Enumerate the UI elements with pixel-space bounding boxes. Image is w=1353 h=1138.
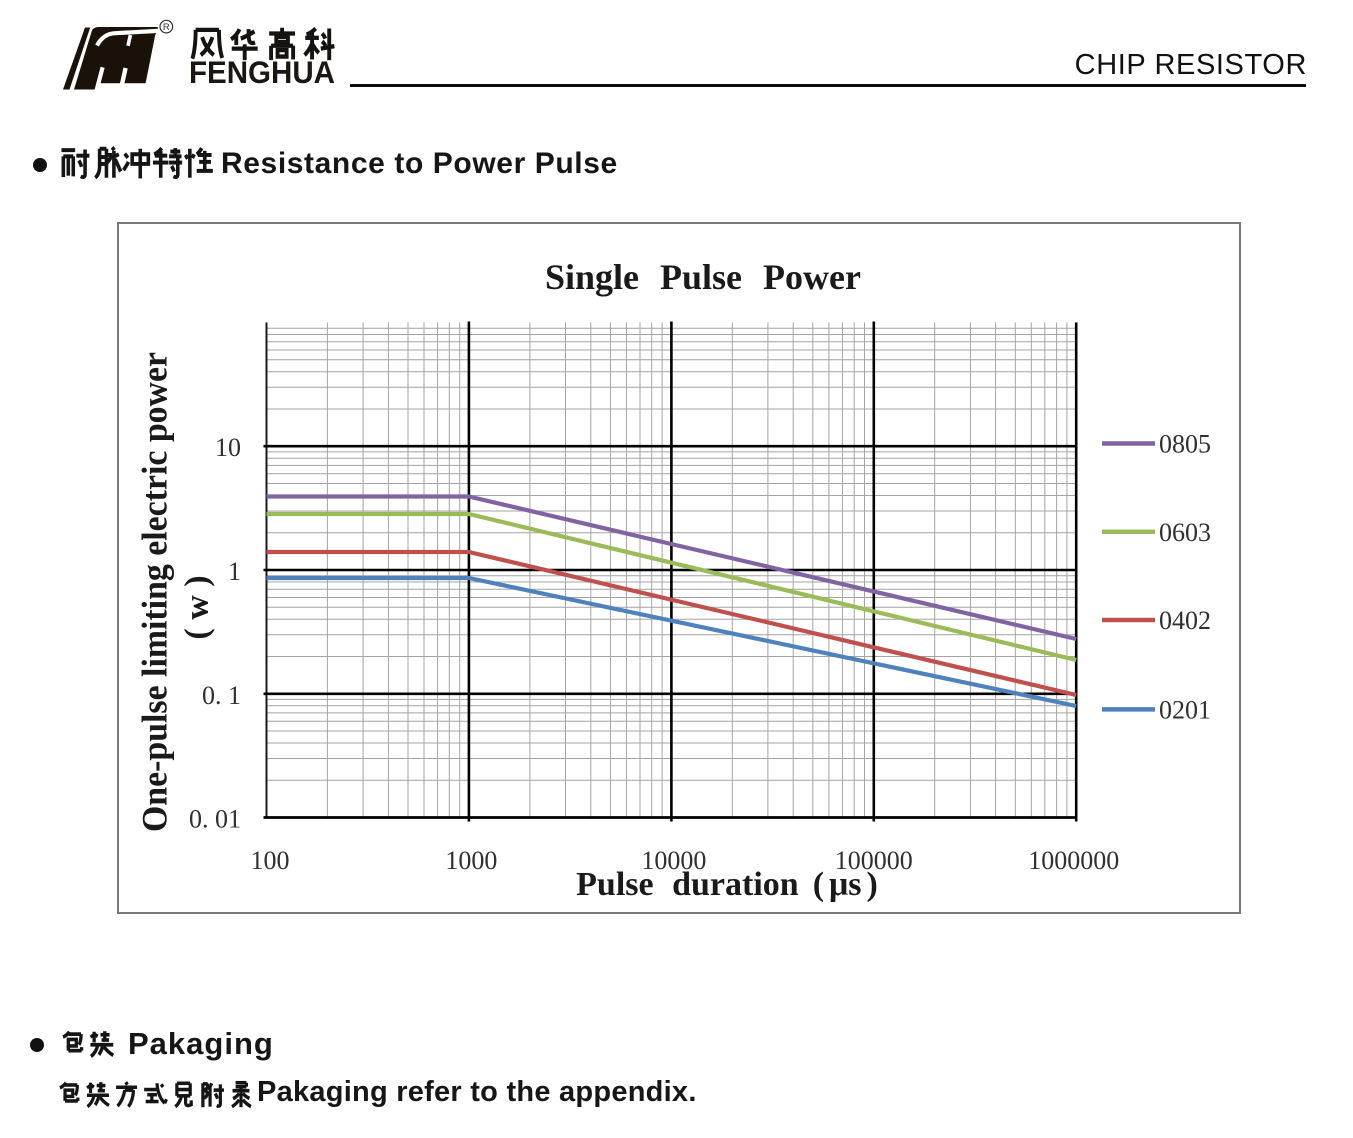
svg-text:10000: 10000 — [641, 846, 706, 875]
svg-text:0. 01: 0. 01 — [189, 805, 241, 834]
svg-text:R: R — [163, 22, 170, 33]
svg-text:100: 100 — [251, 846, 290, 875]
svg-text:Single Pulse Power: Single Pulse Power — [545, 257, 861, 297]
svg-text:FENGHUA: FENGHUA — [189, 54, 335, 90]
svg-text:0603: 0603 — [1159, 518, 1211, 547]
svg-text:1: 1 — [228, 557, 241, 586]
svg-text:0. 1: 0. 1 — [202, 681, 241, 710]
svg-text:0201: 0201 — [1159, 695, 1211, 724]
svg-text:1000000: 1000000 — [1028, 846, 1119, 875]
svg-text:0402: 0402 — [1159, 606, 1211, 635]
svg-text:1000: 1000 — [445, 846, 497, 875]
svg-text:100000: 100000 — [835, 846, 913, 875]
svg-text:( w ): ( w ) — [179, 575, 216, 639]
svg-text:10: 10 — [215, 433, 241, 462]
svg-text:One-pulse limiting electric po: One-pulse limiting electric power — [135, 352, 175, 832]
svg-text:Pulse duration(μs): Pulse duration(μs) — [576, 866, 878, 903]
svg-text:0805: 0805 — [1159, 430, 1211, 459]
